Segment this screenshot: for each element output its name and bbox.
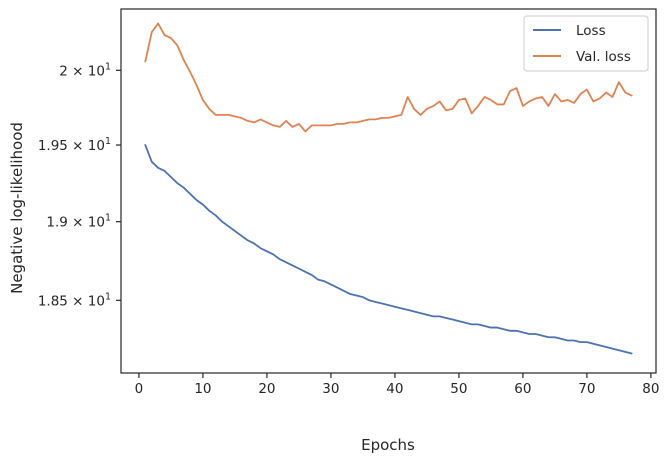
x-tick-label: 70 (578, 381, 595, 397)
x-tick-label: 50 (450, 381, 467, 397)
series-line-loss (144, 144, 633, 355)
x-tick-label: 40 (386, 381, 403, 397)
x-axis-label: Epochs (361, 436, 415, 454)
legend-label-loss: Loss (576, 23, 606, 39)
y-tick-label: 1.85 × 101 (38, 291, 111, 309)
x-tick-label: 60 (514, 381, 531, 397)
legend-label-val-loss: Val. loss (576, 49, 631, 65)
y-tick-label: 1.9 × 101 (46, 213, 111, 231)
legend: Loss Val. loss (523, 15, 649, 72)
x-tick-label: 0 (135, 381, 144, 397)
x-axis: 0 10 20 30 40 50 60 70 80 (135, 373, 659, 397)
x-tick-label: 30 (322, 381, 339, 397)
y-tick-label: 1.95 × 101 (38, 136, 111, 154)
x-tick-label: 20 (258, 381, 275, 397)
x-tick-label: 10 (194, 381, 211, 397)
y-axis: 1.85 × 101 1.9 × 101 1.95 × 101 2 × 101 (38, 61, 121, 309)
x-tick-label: 80 (642, 381, 659, 397)
y-axis-label: Negative log-likelihood (8, 122, 26, 294)
y-tick-label: 2 × 101 (59, 61, 111, 79)
series-line-val-loss (144, 22, 633, 133)
series-lines (144, 22, 633, 355)
